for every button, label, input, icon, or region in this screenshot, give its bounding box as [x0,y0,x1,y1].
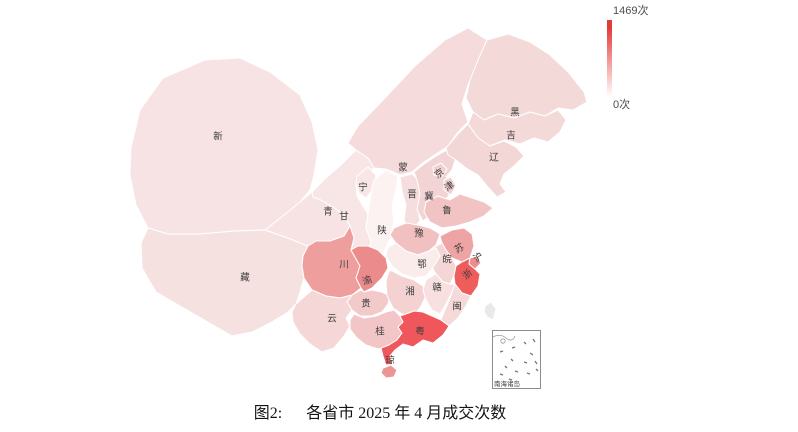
province-hubei [385,242,441,279]
province-label-shanxi: 晋 [407,190,417,201]
province-tianjin [443,176,457,196]
province-henan [389,222,441,256]
figure-caption-prefix: 图2: [253,405,283,422]
province-label-qinghai: 青 [323,206,333,218]
province-guangdong [380,310,450,366]
south-china-sea-inset: 南海诸岛 [492,330,541,389]
province-label-shandong: 鲁 [442,205,452,217]
province-taiwan [483,301,497,321]
province-label-guangdong: 粤 [415,326,425,338]
province-shandong [423,193,494,229]
inset-islands [492,334,539,381]
province-label-xinjiang: 新 [213,131,223,143]
province-label-hunan: 湘 [405,286,415,298]
province-ningxia [355,166,377,199]
province-liaoning [445,123,525,198]
province-label-liaoning: 辽 [489,152,499,164]
province-label-henan: 豫 [414,228,424,240]
province-label-gansu: 甘 [339,211,349,223]
figure-caption: 图2: 各省市 2025 年 4 月成交次数 [0,399,760,423]
province-label-shaanxi: 陕 [377,225,387,237]
province-yunnan [291,289,353,353]
province-shapes [129,27,588,379]
province-jiangxi [422,273,456,315]
legend-min-label: 0次 [613,99,631,111]
province-label-jilin: 吉 [506,131,516,142]
province-label-hebei: 冀 [424,191,434,203]
province-label-guangxi: 桂 [375,326,385,338]
province-xinjiang [129,57,319,235]
map-legend: 1469次 0次 [606,5,676,112]
province-label-neimenggu: 蒙 [398,162,408,174]
province-label-yunnan: 云 [327,314,337,325]
province-hainan [380,364,398,379]
province-label-xizang: 藏 [240,272,250,284]
province-label-anhui: 皖 [442,254,452,266]
province-label-ningxia: 宁 [358,182,368,194]
province-neimenggu [347,27,488,176]
province-beijing [432,162,448,178]
province-fujian [440,283,472,327]
province-label-jiangxi: 赣 [432,282,442,294]
province-label-heilongjiang: 黑 [510,108,520,119]
province-label-guizhou: 贵 [361,298,371,310]
province-shanghai [468,255,482,270]
legend-max-label: 1469次 [613,5,649,17]
province-chongqing [350,245,389,293]
province-heilongjiang [465,33,588,121]
province-label-sichuan: 川 [339,260,349,271]
figure-caption-text: 各省市 2025 年 4 月成交次数 [306,405,507,422]
province-label-chongqing: 渝 [361,273,375,288]
inset-label: 南海诸岛 [494,379,520,388]
province-label-hainan: 琼 [385,355,395,367]
legend-gradient-bar [607,20,612,97]
province-label-hubei: 鄂 [417,260,427,271]
province-hunan [385,269,427,317]
inset-border [492,330,541,389]
province-label-fujian: 闽 [452,301,462,313]
province-zhejiang [453,257,481,297]
province-xizang [140,227,309,337]
